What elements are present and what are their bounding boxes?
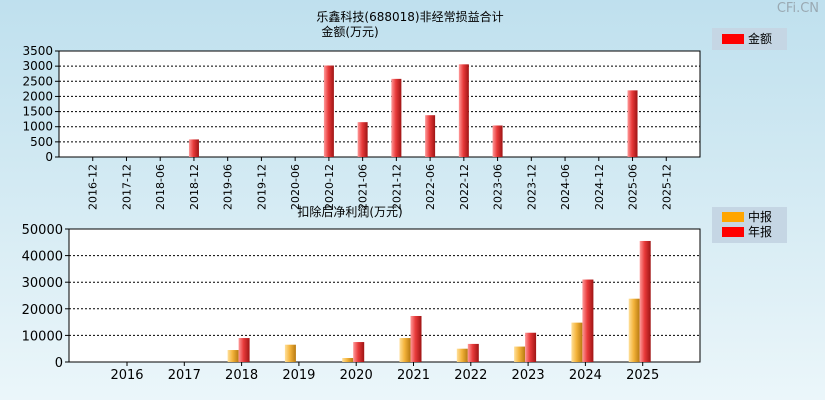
chart-1-bar [188,139,199,157]
chart-1-x-tick-label: 2022-12 [458,164,471,210]
chart-1-y-tick-label: 3000 [22,59,53,73]
chart-1-bar [391,78,402,157]
chart-1-y-tick-label: 0 [45,150,53,164]
chart-1-bar [357,122,368,157]
chart-1-bar [323,65,334,157]
chart-1-bar [627,90,638,157]
chart-2-bar-interim [571,322,583,362]
chart-2-x-tick-label: 2018 [225,368,258,383]
chart-2-y-tick-label: 0 [55,356,63,371]
chart-2-x-tick-label: 2021 [397,368,430,383]
chart-1-bar [492,125,503,157]
chart-1-x-tick-label: 2019-12 [255,164,268,210]
chart-2-y-tick-label: 40000 [22,250,63,265]
chart-2-bar-interim [284,344,296,362]
chart-2-x-tick-label: 2023 [512,368,545,383]
chart-1-x-tick-label: 2016-12 [87,164,100,210]
chart-2-title: 扣除后净利润(万元) [297,204,402,219]
chart-1-x-tick-label: 2020-06 [289,164,302,210]
legend-swatch-amount [722,34,744,44]
chart-2-bar-annual [353,342,365,362]
watermark-logo: CFi.CN [776,1,819,16]
chart-2-bar-interim [227,350,239,362]
chart-2-bar-annual [467,343,479,362]
chart-2-x-tick-label: 2024 [569,368,602,383]
chart-1-y-tick-label: 3500 [22,44,53,58]
legend-label-annual: 年报 [748,224,772,239]
chart-1-x-tick-label: 2023-12 [525,164,538,210]
chart-1-title: 乐鑫科技(688018)非经常损益合计 [316,9,503,24]
chart-1-legend-box [712,28,787,50]
chart-1-x-tick-label: 2023-06 [492,164,505,210]
chart-2: 扣除后净利润(万元) 0 10000 20000 30000 40000 50000 20… [22,204,787,383]
chart-1-x-axis: 2016-12 2017-12 2018-06 2018-12 2019-06 2019-… [87,157,673,210]
chart-1-gridlines [59,65,700,143]
chart-2-x-tick-label: 2022 [454,368,487,383]
chart-1-legend: 金额 [712,28,787,50]
chart-2-bar-annual [582,279,594,362]
chart-2-y-tick-label: 20000 [22,303,63,318]
chart-1-x-tick-label: 2017-12 [120,164,133,210]
chart-1-x-tick-label: 2019-06 [222,164,235,210]
chart-2-x-tick-label: 2017 [168,368,201,383]
chart-2-bar-interim [628,298,640,362]
chart-1-x-tick-label: 2025-06 [627,164,640,210]
legend-swatch-annual [722,227,744,237]
chart-1-x-tick-label: 2024-12 [593,164,606,210]
chart-1-x-tick-label: 2020-12 [323,164,336,210]
chart-1-x-tick-label: 2018-12 [188,164,201,210]
chart-1-bar [425,115,436,157]
chart-1-x-tick-label: 2018-06 [154,164,167,210]
chart-1-x-tick-label: 2024-06 [559,164,572,210]
chart-2-bar-interim [399,338,411,362]
chart-1-x-tick-label: 2022-06 [424,164,437,210]
chart-2-bar-interim [342,358,354,362]
chart-2-x-tick-label: 2020 [340,368,373,383]
chart-1-bar [458,64,469,157]
chart-2-x-tick-label: 2019 [282,368,315,383]
chart-1-x-tick-label: 2021-06 [357,164,370,210]
chart-2-x-tick-label: 2025 [626,368,659,383]
chart-1-y-tick-label: 1000 [22,120,53,134]
chart-1-y-tick-label: 1500 [22,105,53,119]
legend-label-interim: 中报 [748,209,772,224]
legend-swatch-interim [722,212,744,222]
chart-2-y-axis: 0 10000 20000 30000 40000 50000 [22,223,69,371]
chart-2-x-tick-label: 2016 [110,368,143,383]
chart-1-y-tick-label: 2000 [22,89,53,103]
chart-1-y-tick-label: 2500 [22,74,53,88]
chart-2-y-tick-label: 50000 [22,223,63,238]
chart-1-x-tick-label: 2025-12 [660,164,673,210]
chart-1-subtitle: 金额(万元) [321,24,378,39]
chart-2-legend: 中报 年报 [712,207,787,243]
chart-2-bar-annual [410,315,422,362]
chart-2-plot-area [68,228,701,363]
chart-2-bar-interim [456,348,468,362]
chart-2-y-tick-label: 10000 [22,329,63,344]
chart-2-gridlines [69,255,700,336]
chart-2-bar-interim [514,346,526,362]
chart-2-bar-annual [525,332,537,362]
chart-1-bars [188,64,638,157]
chart-2-bar-annual [639,240,651,362]
chart-2-x-axis: 2016 2017 2018 2019 2020 2021 2022 2023 2024 2025 [110,362,659,383]
chart-1-plot-area [58,50,701,158]
chart-2-bars [227,240,651,362]
chart-1-y-tick-label: 500 [30,135,53,149]
chart-1-x-tick-label: 2021-12 [390,164,403,210]
chart-2-y-tick-label: 30000 [22,276,63,291]
legend-label-amount: 金额 [748,31,772,46]
chart-2-bar-annual [238,338,250,362]
